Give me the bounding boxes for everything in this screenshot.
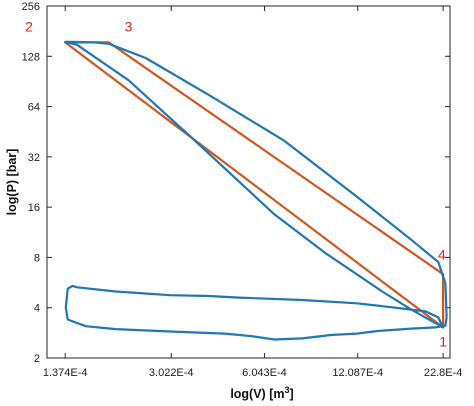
- y-tick-label: 4: [34, 303, 40, 315]
- state-point-label-4: 4: [438, 246, 446, 262]
- y-tick-label: 16: [28, 202, 40, 214]
- y-axis-title: log(P) [bar]: [5, 149, 19, 216]
- x-tick-label: 3.022E-4: [149, 367, 194, 379]
- state-point-label-3: 3: [125, 19, 133, 35]
- x-tick-label: 12.087E-4: [332, 367, 383, 379]
- x-tick-label: 22.8E-4: [424, 367, 463, 379]
- y-tick-label: 256: [22, 1, 40, 13]
- y-tick-label: 8: [34, 252, 40, 264]
- x-axis-title-exponent: 3: [284, 385, 289, 395]
- y-tick-label: 128: [22, 51, 40, 63]
- state-point-label-1: 1: [439, 333, 447, 349]
- x-tick-label: 1.374E-4: [43, 367, 88, 379]
- x-axis-title-close: ]: [290, 387, 294, 401]
- series-layer: [64, 40, 448, 341]
- y-tick-label: 32: [28, 152, 40, 164]
- x-axis-title-main: log(V) [m: [230, 387, 284, 401]
- state-point-label-2: 2: [25, 19, 33, 35]
- point-labels: 1 2 3 4: [25, 19, 447, 350]
- x-axis-title: log(V) [m3]: [230, 385, 293, 401]
- x-tick-label: 6.043E-4: [242, 367, 287, 379]
- measured-cycle-line: [64, 40, 448, 341]
- x-axis: 1.374E-4 3.022E-4 6.043E-4 12.087E-4 22.8E-4: [43, 6, 462, 379]
- y-tick-label: 2: [34, 353, 40, 365]
- y-tick-label: 64: [28, 102, 40, 114]
